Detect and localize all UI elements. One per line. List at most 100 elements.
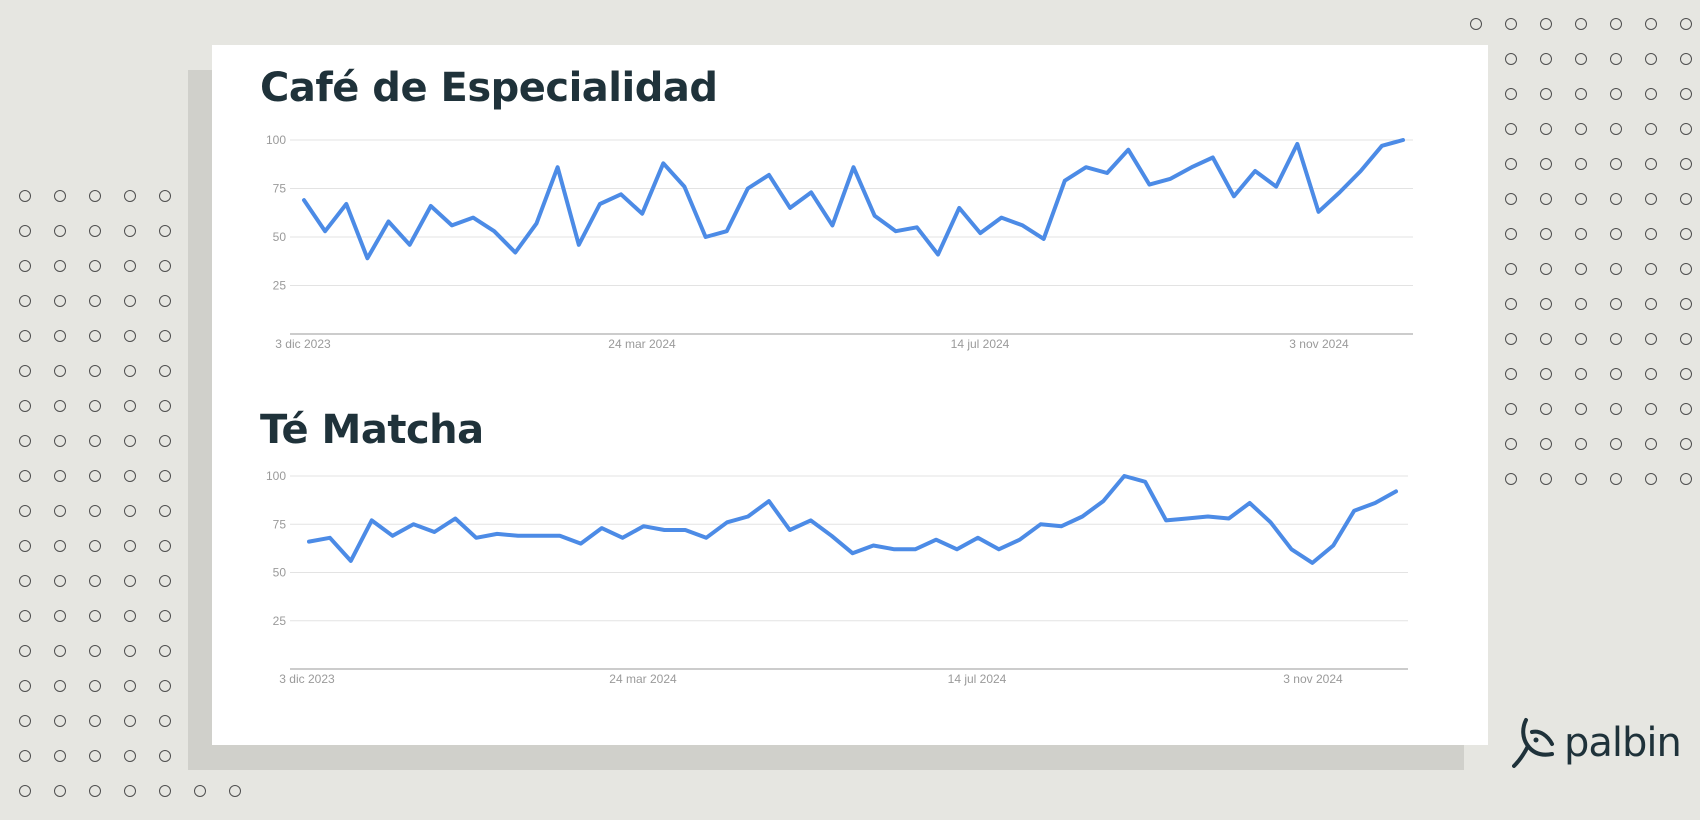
x-tick-label: 3 nov 2024 (1289, 337, 1349, 351)
decorative-dot (1680, 298, 1692, 310)
x-tick-label: 14 jul 2024 (948, 672, 1007, 686)
decorative-dot (159, 295, 171, 307)
decorative-dot (54, 225, 66, 237)
decorative-dot (159, 365, 171, 377)
decorative-dot (1645, 403, 1657, 415)
decorative-dot (19, 295, 31, 307)
decorative-dot (1470, 18, 1482, 30)
decorative-dot (19, 785, 31, 797)
decorative-dot (54, 470, 66, 482)
decorative-dot (19, 400, 31, 412)
decorative-dot (1680, 88, 1692, 100)
decorative-dot (1540, 403, 1552, 415)
decorative-dot (1505, 473, 1517, 485)
decorative-dot (1610, 88, 1622, 100)
x-tick-label: 14 jul 2024 (951, 337, 1010, 351)
decorative-dot (89, 295, 101, 307)
decorative-dot (54, 610, 66, 622)
decorative-dot (89, 435, 101, 447)
decorative-dot (1540, 333, 1552, 345)
decorative-dot (89, 540, 101, 552)
decorative-dot (1575, 88, 1587, 100)
decorative-dot (1505, 53, 1517, 65)
decorative-dot (159, 330, 171, 342)
decorative-dot (1610, 368, 1622, 380)
decorative-dot (1680, 263, 1692, 275)
decorative-dot (89, 750, 101, 762)
decorative-dot (124, 260, 136, 272)
decorative-dot (89, 225, 101, 237)
decorative-dot (1645, 333, 1657, 345)
decorative-dot (124, 610, 136, 622)
fish-icon (1512, 718, 1554, 768)
decorative-dot (19, 190, 31, 202)
chart-title-matcha: Té Matcha (260, 407, 484, 453)
trend-chart-matcha: 25 50 75 100 3 dic 2023 24 mar 2024 14 jul 202… (266, 469, 1408, 686)
decorative-dot (1610, 403, 1622, 415)
decorative-dot (159, 610, 171, 622)
decorative-dot (54, 505, 66, 517)
decorative-dot (89, 470, 101, 482)
decorative-dot (1610, 53, 1622, 65)
charts-card: Café de Especialidad 25 50 75 100 3 dic 2023… (212, 45, 1488, 745)
decorative-dot (1540, 368, 1552, 380)
decorative-dot (1680, 18, 1692, 30)
y-tick-label: 25 (273, 614, 287, 628)
decorative-dot (19, 470, 31, 482)
x-tick-label: 3 dic 2023 (279, 672, 335, 686)
decorative-dot (1505, 228, 1517, 240)
decorative-dot (1575, 333, 1587, 345)
decorative-dot (124, 330, 136, 342)
decorative-dot (89, 400, 101, 412)
series-line (307, 474, 1398, 565)
decorative-dot (124, 470, 136, 482)
decorative-dot (1505, 438, 1517, 450)
decorative-dot (19, 680, 31, 692)
decorative-dot (54, 260, 66, 272)
decorative-dot (1680, 228, 1692, 240)
decorative-dot (1645, 438, 1657, 450)
x-tick-label: 3 dic 2023 (275, 337, 331, 351)
decorative-dot (124, 505, 136, 517)
decorative-dot (54, 400, 66, 412)
decorative-dot (159, 575, 171, 587)
decorative-dot (1610, 263, 1622, 275)
decorative-dot (19, 645, 31, 657)
y-tick-label: 100 (266, 133, 286, 147)
decorative-dot (1575, 18, 1587, 30)
decorative-dot (1610, 298, 1622, 310)
decorative-dot (1680, 193, 1692, 205)
decorative-dot (19, 575, 31, 587)
decorative-dot (1645, 123, 1657, 135)
decorative-dot (1505, 88, 1517, 100)
series-line (302, 138, 1405, 261)
decorative-dot (1575, 403, 1587, 415)
decorative-dot (54, 575, 66, 587)
decorative-dot (1680, 403, 1692, 415)
decorative-dot (124, 715, 136, 727)
decorative-dot (1540, 193, 1552, 205)
decorative-dot (1610, 438, 1622, 450)
decorative-dot (159, 225, 171, 237)
decorative-dot (1540, 18, 1552, 30)
decorative-dot (1610, 473, 1622, 485)
decorative-dot (1610, 193, 1622, 205)
decorative-dot (124, 785, 136, 797)
x-tick-label: 3 nov 2024 (1283, 672, 1343, 686)
decorative-dot (1540, 123, 1552, 135)
decorative-dot (54, 365, 66, 377)
x-tick-label: 24 mar 2024 (609, 672, 677, 686)
decorative-dot (159, 260, 171, 272)
decorative-dot (1645, 18, 1657, 30)
decorative-dot (89, 190, 101, 202)
decorative-dot (1680, 473, 1692, 485)
decorative-dot (89, 785, 101, 797)
decorative-dot (1540, 88, 1552, 100)
decorative-dot (1610, 18, 1622, 30)
decorative-dot (1680, 123, 1692, 135)
decorative-dot (1645, 368, 1657, 380)
decorative-dot (1575, 228, 1587, 240)
decorative-dot (54, 190, 66, 202)
decorative-dot (159, 400, 171, 412)
decorative-dot (1645, 88, 1657, 100)
